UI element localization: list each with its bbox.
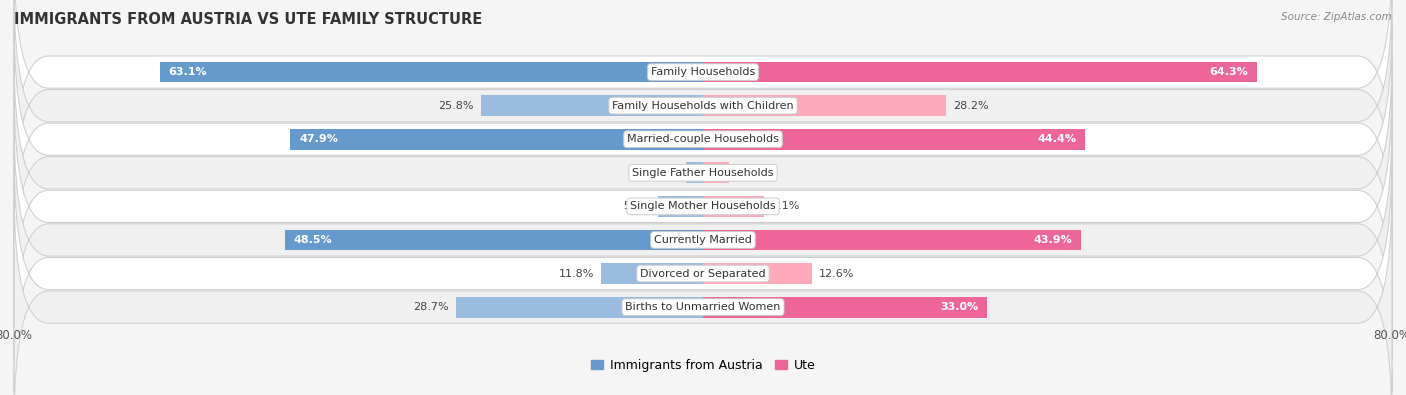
Bar [602, 263, 703, 284]
Bar [658, 196, 703, 217]
Text: Currently Married: Currently Married [654, 235, 752, 245]
Bar [481, 95, 703, 116]
Text: Source: ZipAtlas.com: Source: ZipAtlas.com [1281, 12, 1392, 22]
FancyBboxPatch shape [14, 189, 1392, 395]
Text: Married-couple Households: Married-couple Households [627, 134, 779, 144]
FancyBboxPatch shape [14, 122, 1392, 358]
Text: Family Households: Family Households [651, 67, 755, 77]
Text: 2.0%: 2.0% [651, 168, 679, 178]
Bar [456, 297, 703, 318]
Text: Single Mother Households: Single Mother Households [630, 201, 776, 211]
FancyBboxPatch shape [14, 21, 1392, 258]
FancyBboxPatch shape [14, 0, 1392, 190]
Text: Births to Unmarried Women: Births to Unmarried Women [626, 302, 780, 312]
Bar [703, 162, 728, 183]
Text: IMMIGRANTS FROM AUSTRIA VS UTE FAMILY STRUCTURE: IMMIGRANTS FROM AUSTRIA VS UTE FAMILY ST… [14, 12, 482, 27]
Text: 5.2%: 5.2% [623, 201, 651, 211]
Bar [160, 62, 703, 83]
Bar [703, 196, 763, 217]
Legend: Immigrants from Austria, Ute: Immigrants from Austria, Ute [586, 354, 820, 377]
Bar [703, 297, 987, 318]
Text: Divorced or Separated: Divorced or Separated [640, 269, 766, 278]
Text: 25.8%: 25.8% [439, 101, 474, 111]
Bar [703, 95, 946, 116]
Text: 3.0%: 3.0% [735, 168, 763, 178]
Text: 64.3%: 64.3% [1209, 67, 1249, 77]
Bar [703, 229, 1081, 250]
Text: 43.9%: 43.9% [1033, 235, 1073, 245]
Text: 28.7%: 28.7% [413, 302, 449, 312]
Bar [703, 62, 1257, 83]
Text: 11.8%: 11.8% [560, 269, 595, 278]
Text: 28.2%: 28.2% [953, 101, 988, 111]
Text: 63.1%: 63.1% [169, 67, 207, 77]
Text: 47.9%: 47.9% [299, 134, 337, 144]
Text: 33.0%: 33.0% [941, 302, 979, 312]
Text: 12.6%: 12.6% [818, 269, 853, 278]
Text: Single Father Households: Single Father Households [633, 168, 773, 178]
Bar [703, 129, 1085, 150]
FancyBboxPatch shape [14, 155, 1392, 392]
Text: 48.5%: 48.5% [294, 235, 333, 245]
Text: 44.4%: 44.4% [1038, 134, 1077, 144]
FancyBboxPatch shape [14, 0, 1392, 224]
Text: 7.1%: 7.1% [770, 201, 800, 211]
FancyBboxPatch shape [14, 55, 1392, 291]
Bar [291, 129, 703, 150]
Text: Family Households with Children: Family Households with Children [612, 101, 794, 111]
Bar [686, 162, 703, 183]
Bar [703, 263, 811, 284]
Bar [285, 229, 703, 250]
FancyBboxPatch shape [14, 88, 1392, 325]
